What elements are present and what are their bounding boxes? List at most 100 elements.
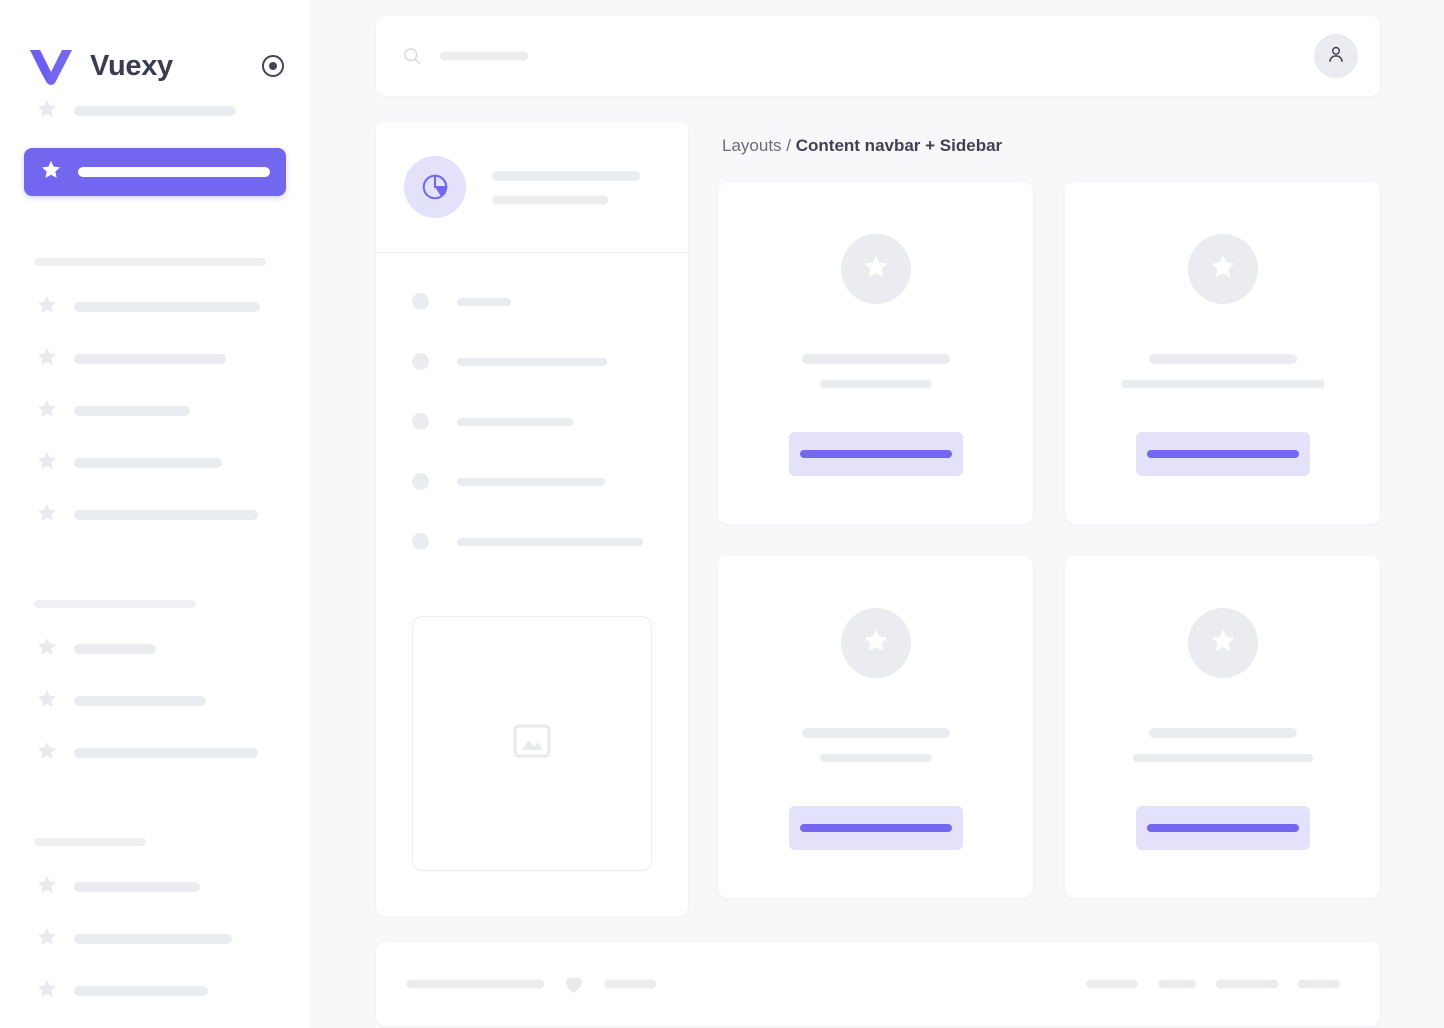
header-line-0 xyxy=(492,170,640,181)
tile-card-1 xyxy=(1065,182,1380,524)
star-icon xyxy=(36,926,58,953)
list-item[interactable] xyxy=(412,353,658,370)
sidebar-item-label xyxy=(74,882,200,892)
sidebar-item-10[interactable] xyxy=(24,872,286,902)
user-icon xyxy=(1325,43,1347,70)
tile-card-2 xyxy=(718,556,1033,898)
tile-line-1 xyxy=(1120,380,1325,388)
list-item-label xyxy=(457,477,605,486)
left-panel-card xyxy=(376,122,688,916)
footer-link-bar-0[interactable] xyxy=(1086,980,1138,988)
avatar[interactable] xyxy=(1314,34,1358,78)
sidebar-nav xyxy=(0,96,310,1006)
tile-avatar xyxy=(1187,608,1258,678)
star-icon xyxy=(36,98,58,125)
heart-icon[interactable] xyxy=(562,972,586,996)
tile-lines xyxy=(718,728,1033,762)
tile-line-1 xyxy=(819,754,932,762)
tile-line-0 xyxy=(1148,354,1297,364)
sidebar-item-label xyxy=(78,167,270,177)
list-item-label xyxy=(457,357,607,366)
sidebar-item-3[interactable] xyxy=(24,344,286,374)
sidebar-item-label xyxy=(74,644,156,654)
tile-line-0 xyxy=(801,728,950,738)
star-icon xyxy=(40,159,62,186)
list-item[interactable] xyxy=(412,293,658,310)
tile-card-3 xyxy=(1065,556,1380,898)
sidebar-item-label xyxy=(74,106,236,116)
sidebar: Vuexy xyxy=(0,0,310,1028)
tile-action-button[interactable] xyxy=(1135,806,1310,850)
sidebar-item-0[interactable] xyxy=(24,96,286,126)
sidebar-item-label xyxy=(74,696,206,706)
footer-right-group xyxy=(1086,980,1340,988)
image-icon xyxy=(512,721,552,766)
breadcrumb-parent[interactable]: Layouts xyxy=(722,136,782,155)
nav-section-divider xyxy=(34,600,196,608)
search-input[interactable] xyxy=(402,46,1314,66)
tile-line-1 xyxy=(1132,754,1313,762)
tile-action-button[interactable] xyxy=(788,432,963,476)
tile-button-label xyxy=(799,824,952,832)
sidebar-item-11[interactable] xyxy=(24,924,286,954)
tile-avatar xyxy=(1187,234,1258,304)
sidebar-item-2[interactable] xyxy=(24,292,286,322)
footer-link-bar-1[interactable] xyxy=(1158,980,1196,988)
sidebar-item-6[interactable] xyxy=(24,500,286,530)
footer-after-heart-bar xyxy=(604,980,656,988)
dot-icon xyxy=(412,353,429,370)
right-column: Layouts / Content navbar + Sidebar xyxy=(718,122,1380,916)
sidebar-item-label xyxy=(74,748,258,758)
tile-line-0 xyxy=(801,354,950,364)
tile-action-button[interactable] xyxy=(788,806,963,850)
main-content: Layouts / Content navbar + Sidebar xyxy=(310,0,1444,1028)
tile-avatar xyxy=(840,234,911,304)
left-panel-header xyxy=(376,122,688,253)
dot-icon xyxy=(412,293,429,310)
circle-dot-icon[interactable] xyxy=(260,53,286,79)
sidebar-item-9[interactable] xyxy=(24,738,286,768)
sidebar-item-label xyxy=(74,986,208,996)
sidebar-item-label xyxy=(74,510,258,520)
left-panel-header-lines xyxy=(492,170,660,204)
list-item-label xyxy=(457,417,573,426)
sidebar-item-label xyxy=(74,934,232,944)
tile-line-0 xyxy=(1148,728,1297,738)
breadcrumb: Layouts / Content navbar + Sidebar xyxy=(718,122,1380,182)
nav-spacer xyxy=(24,210,286,232)
sidebar-item-1-active[interactable] xyxy=(24,148,286,196)
star-icon xyxy=(36,636,58,663)
star-icon xyxy=(862,253,890,286)
list-item[interactable] xyxy=(412,533,658,550)
list-item-label xyxy=(457,537,643,546)
list-item[interactable] xyxy=(412,473,658,490)
sidebar-item-4[interactable] xyxy=(24,396,286,426)
pie-chart-icon xyxy=(404,156,466,218)
tile-line-1 xyxy=(819,380,932,388)
tile-button-label xyxy=(799,450,952,458)
sidebar-item-8[interactable] xyxy=(24,686,286,716)
dot-icon xyxy=(412,473,429,490)
star-icon xyxy=(36,688,58,715)
tile-avatar xyxy=(840,608,911,678)
header-line-1 xyxy=(492,195,608,204)
dot-icon xyxy=(412,533,429,550)
footer-link-bar-3[interactable] xyxy=(1298,980,1340,988)
footer-left-group xyxy=(406,972,1086,996)
star-icon xyxy=(36,874,58,901)
dot-icon xyxy=(412,413,429,430)
star-icon xyxy=(36,346,58,373)
tile-action-button[interactable] xyxy=(1135,432,1310,476)
tile-button-label xyxy=(1146,824,1299,832)
sidebar-item-12[interactable] xyxy=(24,976,286,1006)
footer-link-bar-2[interactable] xyxy=(1216,980,1278,988)
tile-lines xyxy=(1065,354,1380,388)
list-item-label xyxy=(457,297,511,306)
breadcrumb-current: Content navbar + Sidebar xyxy=(795,136,1003,155)
sidebar-item-7[interactable] xyxy=(24,634,286,664)
left-panel-list xyxy=(376,253,688,550)
image-placeholder[interactable] xyxy=(412,616,652,871)
tile-button-label xyxy=(1146,450,1299,458)
list-item[interactable] xyxy=(412,413,658,430)
sidebar-item-5[interactable] xyxy=(24,448,286,478)
